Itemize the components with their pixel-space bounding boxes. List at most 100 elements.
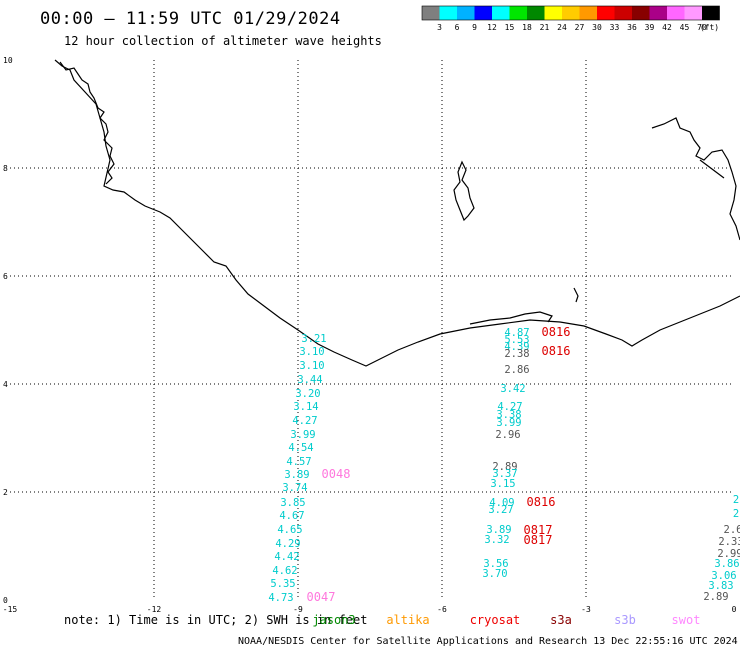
colorbar-tick: 9 <box>472 23 477 32</box>
x-tick-label: -3 <box>581 605 591 614</box>
wave-height-value: 3.56 <box>483 558 508 570</box>
island-outline <box>453 160 475 222</box>
wave-height-value: 3.32 <box>484 534 509 546</box>
colorbar-tick: 15 <box>505 23 515 32</box>
wave-height-value: 4.27 <box>292 415 317 427</box>
colorbar-tick: 39 <box>645 23 655 32</box>
wave-height-value: 4.73 <box>268 592 293 604</box>
satellite-legend-item: altika <box>386 613 429 627</box>
colorbar-swatch <box>509 6 527 20</box>
map-grid <box>10 60 734 600</box>
wave-height-value: 3.10 <box>299 360 324 372</box>
satellite-legend-item: cryosat <box>470 613 521 627</box>
colorbar-frame <box>421 5 720 21</box>
colorbar-swatch <box>422 6 440 20</box>
wave-height-value: 3.99 <box>496 417 521 429</box>
wave-height-value: 4.65 <box>277 524 302 536</box>
x-tick-label: -15 <box>3 605 18 614</box>
colorbar-swatch <box>544 6 562 20</box>
colorbar-swatch <box>579 6 597 20</box>
pass-time-label: 0817 <box>524 533 553 547</box>
colorbar-tick: 42 <box>662 23 672 32</box>
wave-height-value: 4.27 <box>497 401 522 413</box>
colorbar-tick: 33 <box>610 23 620 32</box>
wave-height-value: 4.29 <box>275 538 300 550</box>
coastline-detail-mid <box>469 311 553 325</box>
colorbar-tick: 6 <box>455 23 460 32</box>
colorbar-swatch <box>632 6 650 20</box>
colorbar-tick: 30 <box>592 23 602 32</box>
wave-height-value: 2.89 <box>492 461 517 473</box>
colorbar-swatch <box>649 6 667 20</box>
wave-height-value: 3.42 <box>500 383 525 395</box>
wave-height-value: 3.83 <box>708 580 733 592</box>
pass-time-label: 0048 <box>322 467 351 481</box>
colorbar-swatch <box>667 6 685 20</box>
x-tick-label: 0 <box>732 605 737 614</box>
wave-height-value: 2.96 <box>495 429 520 441</box>
satellite-legend-item: s3b <box>614 613 636 627</box>
wave-height-value: 4.54 <box>288 442 313 454</box>
wave-height-value: 3.44 <box>297 374 322 386</box>
pass-time-label: 0817 <box>524 523 553 537</box>
satellite-legend-item: jason3 <box>312 613 355 627</box>
wave-height-value: 2.89 <box>703 591 728 603</box>
altimeter-track-values: 3.213.103.103.443.203.144.273.994.544.57… <box>268 327 740 604</box>
colorbar-swatch <box>474 6 492 20</box>
wave-height-value: 4.62 <box>272 565 297 577</box>
colorbar-swatch <box>439 6 457 20</box>
wave-height-value: 5.53 <box>504 334 529 346</box>
satellite-legend-item: s3a <box>550 613 572 627</box>
wave-height-value: 3.10 <box>299 346 324 358</box>
wave-height-value: 3.89 <box>284 469 309 481</box>
wave-height-value: 3.15 <box>490 478 515 490</box>
page-subtitle: 12 hour collection of altimeter wave hei… <box>64 34 382 48</box>
colorbar-tick: 24 <box>557 23 567 32</box>
satellite-legend: jason3 altika cryosat s3a s3b swot <box>312 613 700 627</box>
northeast-landmass <box>651 117 740 241</box>
credit-line: NOAA/NESDIS Center for Satellite Applica… <box>238 636 738 647</box>
pass-time-label: 0816 <box>542 344 571 358</box>
wave-height-value: 3.37 <box>492 468 517 480</box>
footnote-text: note: 1) Time is in UTC; 2) SWH is in fe… <box>64 613 367 627</box>
wave-height-value: 3.06 <box>711 570 736 582</box>
wave-height-value: 3.99 <box>290 429 315 441</box>
wave-height-value: 2 <box>733 494 739 506</box>
wave-height-value: 5.35 <box>270 578 295 590</box>
footnote: note: 1) Time is in UTC; 2) SWH is in fe… <box>64 613 700 627</box>
colorbar-tick: 45 <box>680 23 690 32</box>
colorbar-tick: 18 <box>522 23 532 32</box>
wave-height-value: 3.38 <box>496 409 521 421</box>
wave-height-value: 4.42 <box>274 551 299 563</box>
colorbar-swatch <box>684 6 702 20</box>
wave-height-value: 3.89 <box>486 524 511 536</box>
colorbar-swatch <box>597 6 615 20</box>
latitude-tick-labels: 0 2 4 6 8 10 <box>3 56 13 605</box>
colorbar-tick: 27 <box>575 23 585 32</box>
wave-height-value: 2.99 <box>717 548 740 560</box>
wave-height-value: 2.86 <box>504 364 529 376</box>
colorbar-swatch <box>492 6 510 20</box>
wave-height-value: 3.74 <box>282 482 307 494</box>
small-islet <box>573 287 579 303</box>
colorbar-tick: 21 <box>540 23 550 32</box>
pass-time-label: 0816 <box>527 495 556 509</box>
wave-height-value: 3.21 <box>301 333 326 345</box>
wave-height-value: 4.39 <box>504 341 529 353</box>
colorbar-swatch <box>702 6 720 20</box>
colorbar-swatch <box>527 6 545 20</box>
wave-height-value: 2.38 <box>504 348 529 360</box>
colorbar-tick: 3 <box>437 23 442 32</box>
colorbar-swatch <box>562 6 580 20</box>
wave-height-value: 4.67 <box>279 510 304 522</box>
page-title: 00:00 – 11:59 UTC 01/29/2024 <box>40 9 341 29</box>
colorbar-swatch <box>457 6 475 20</box>
x-tick-label: -9 <box>293 605 303 614</box>
wave-height-value: 4.57 <box>286 456 311 468</box>
y-tick-label: 4 <box>3 380 8 389</box>
longitude-tick-labels: -15 -12 -9 -6 -3 0 <box>3 605 737 614</box>
x-tick-label: -6 <box>437 605 447 614</box>
colorbar-tick: 70 <box>697 23 707 32</box>
